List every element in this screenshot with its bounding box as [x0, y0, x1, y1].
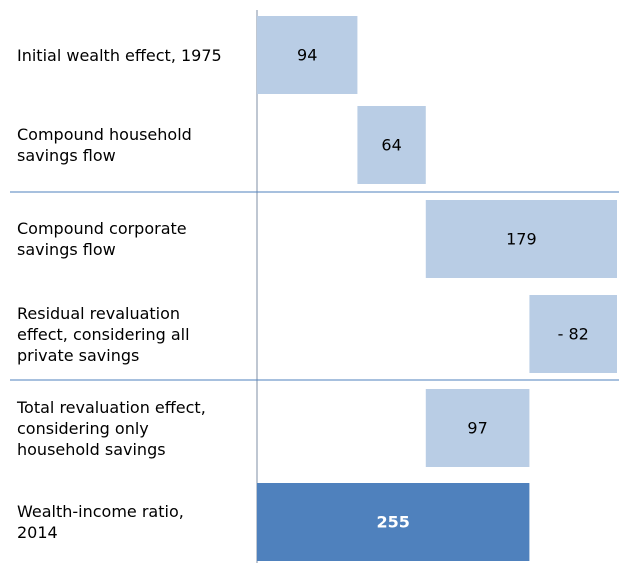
category-label: Initial wealth effect, 1975 — [17, 45, 222, 65]
bar — [257, 483, 530, 561]
bar — [257, 16, 358, 94]
value-label: 64 — [381, 136, 401, 155]
value-label: 97 — [467, 419, 487, 438]
value-label: - 82 — [558, 325, 589, 344]
category-label: Compound household savings flow — [17, 125, 192, 165]
value-label: 94 — [297, 46, 317, 65]
value-label: 255 — [376, 513, 409, 532]
category-label: Residual revaluation effect, considering… — [17, 303, 190, 365]
bar — [425, 200, 617, 278]
category-label: Total revaluation effect, considering on… — [17, 397, 206, 459]
value-label: 179 — [506, 230, 537, 249]
category-label: Wealth-income ratio, 2014 — [17, 502, 184, 542]
bar — [425, 389, 530, 467]
category-label: Compound corporate savings flow — [17, 219, 187, 259]
bar — [529, 295, 617, 373]
bar — [357, 106, 426, 184]
